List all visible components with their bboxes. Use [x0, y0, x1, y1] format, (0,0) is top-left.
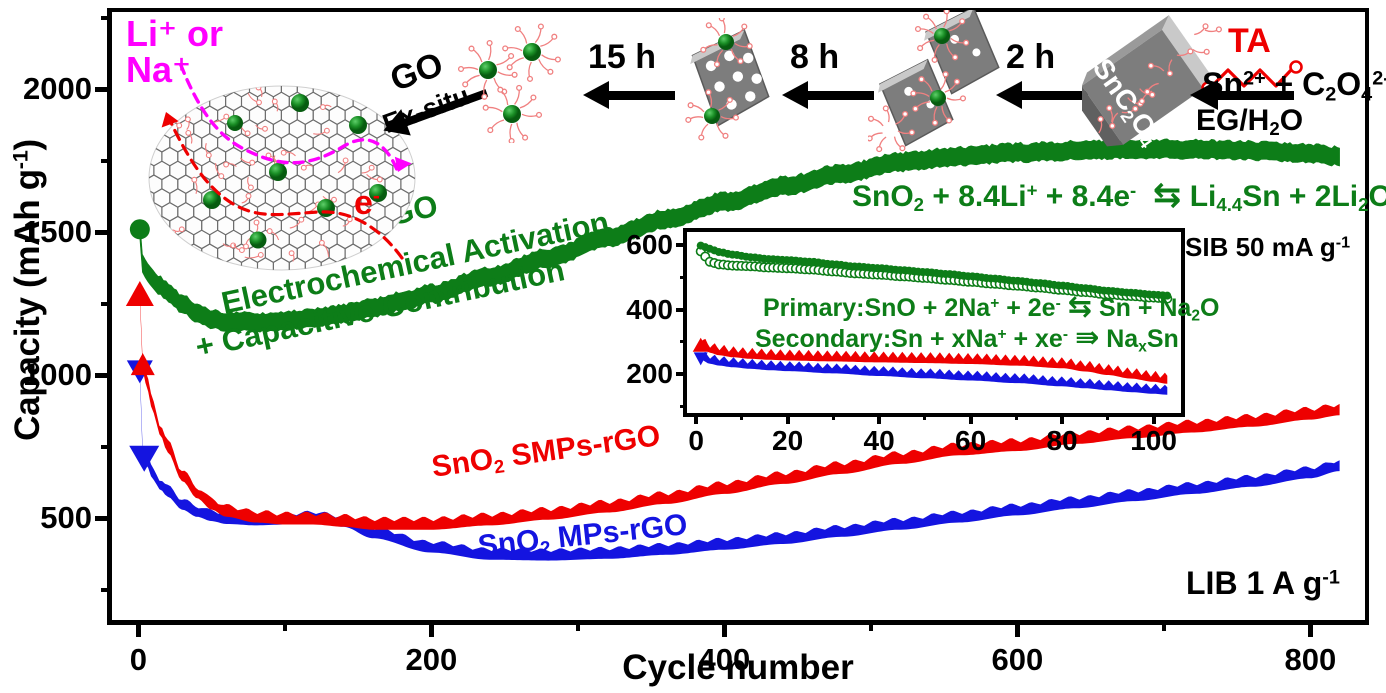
arrow-15h [583, 81, 675, 109]
inset-x-tick-label: 100 [1130, 425, 1177, 456]
x-axis-title: Cycle number [622, 648, 854, 687]
main-plot-area [112, 12, 1365, 620]
arrow-2h [996, 81, 1088, 109]
inset-chart-frame: 200 400 600 0 20 40 60 80 100 [626, 228, 1185, 456]
porous-plate-15h [685, 18, 770, 141]
x-tick-minor [575, 620, 580, 631]
inset-x-tick-label: 80 [1046, 425, 1078, 456]
inset-chart-curves [692, 241, 1173, 395]
inset-x-tick-minor [831, 413, 835, 420]
x-tick-label: 800 [1284, 642, 1337, 677]
inset-x-tick-label: 60 [955, 425, 987, 456]
arrow-8h [782, 81, 874, 109]
y-tick-minor [101, 15, 112, 20]
inset-x-tick [968, 413, 973, 424]
inset-y-tick-minor [680, 405, 687, 409]
step-2h-label: 2 h [1006, 38, 1056, 76]
inset-x-tick [877, 413, 882, 424]
li-na-line2: Na⁺ [126, 48, 192, 90]
y-tick-minor [101, 444, 112, 449]
y-tick-major [95, 515, 112, 521]
x-tick-major [135, 620, 141, 637]
y-tick-major [95, 86, 112, 92]
inset-eq-primary: Primary:SnO + 2Na+ + 2e- ⇆ Sn + Na2O [763, 291, 1220, 325]
y-tick-minor [101, 158, 112, 163]
solvent-label: EG/H2O [1196, 104, 1304, 140]
x-tick-label: 200 [405, 642, 458, 677]
x-tick-minor [282, 620, 287, 631]
go-arrow [383, 89, 489, 136]
inset-x-tick-label: 40 [863, 425, 895, 456]
inset-y-tick-label: 200 [626, 358, 673, 390]
x-tick-major [1014, 620, 1020, 637]
inset-x-tick [694, 413, 699, 424]
x-tick-major [721, 620, 727, 637]
detached-nanoparticle-cluster [457, 23, 561, 143]
main-chart-curves [125, 138, 1340, 561]
inset-eq-secondary: Secondary:Sn + xNa+ + xe- ⇛ NaxSn [755, 322, 1179, 356]
sno2-nanoparticles [203, 94, 387, 249]
y-tick-label: 2000 [23, 71, 92, 107]
x-tick-label: 400 [698, 642, 751, 677]
x-tick-minor [868, 620, 873, 631]
y-tick-label: 1500 [23, 214, 92, 250]
inset-x-tick-minor [740, 413, 744, 420]
arrow-synthesis [1190, 80, 1294, 110]
inset-y-tick [676, 242, 687, 247]
li-na-label: Li⁺ or Na⁺ [126, 16, 223, 87]
lib-rate-label: LIB 1 A g-1 [1186, 565, 1340, 602]
rgo-sheet-schematic [148, 60, 416, 271]
x-tick-label: 0 [129, 642, 147, 677]
inset-y-tick [676, 307, 687, 312]
inset-title-text: SIB 50 mA g [1185, 232, 1336, 262]
y-tick-major [95, 229, 112, 235]
y-axis-title: Capacity (mAh g-1) [8, 10, 48, 570]
inset-x-tick-minor [923, 413, 927, 420]
x-tick-minor [1161, 620, 1166, 631]
lib-rate-sup: -1 [1322, 566, 1340, 589]
snc2o4-rod [1082, 15, 1222, 147]
inset-y-tick-label: 400 [626, 293, 673, 325]
inset-x-tick-minor [1106, 413, 1110, 420]
x-tick-major [428, 620, 434, 637]
inset-y-tick [676, 372, 687, 377]
lib-reaction-equation: SnO2 + 8.4Li+ + 8.4e- ⇆ Li4.4Sn + 2Li2O [852, 176, 1386, 216]
inset-x-tick-label: 0 [688, 425, 704, 456]
step-15h-label: 15 h [588, 38, 657, 76]
inset-y-tick-minor [680, 340, 687, 344]
inset-x-tick [1060, 413, 1065, 424]
y-tick-label: 500 [40, 500, 92, 536]
inset-y-tick-label: 600 [626, 228, 673, 260]
x-tick-major [1307, 620, 1313, 637]
y-tick-label: 1000 [23, 357, 92, 393]
inset-x-tick [1151, 413, 1156, 424]
inset-x-tick-label: 20 [772, 425, 804, 456]
y-tick-minor [101, 587, 112, 592]
reactants-label: Sn2+ + C2O42- [1202, 66, 1386, 106]
ta-label: TA [1228, 22, 1271, 60]
electron-label: e- [354, 184, 380, 222]
inset-x-tick [785, 413, 790, 424]
plates-8h [868, 10, 1000, 153]
inset-x-tick-minor [1014, 413, 1018, 420]
inset-title: SIB 50 mA g-1 [1185, 232, 1350, 263]
li-na-line1: Li⁺ or [126, 13, 223, 54]
y-axis-title-text: Capacity (mAh g-1) [7, 139, 47, 441]
inset-title-sup: -1 [1335, 233, 1351, 252]
inset-y-tick-minor [680, 275, 687, 279]
electron-path-arrow [164, 110, 404, 260]
step-8h-label: 8 h [790, 38, 840, 76]
x-tick-label: 600 [991, 642, 1044, 677]
y-tick-major [95, 372, 112, 378]
lib-rate-text: LIB 1 A g [1186, 565, 1323, 601]
inset-plot-area [687, 232, 1181, 413]
ion-path-arrow [177, 60, 400, 174]
y-tick-minor [101, 301, 112, 306]
